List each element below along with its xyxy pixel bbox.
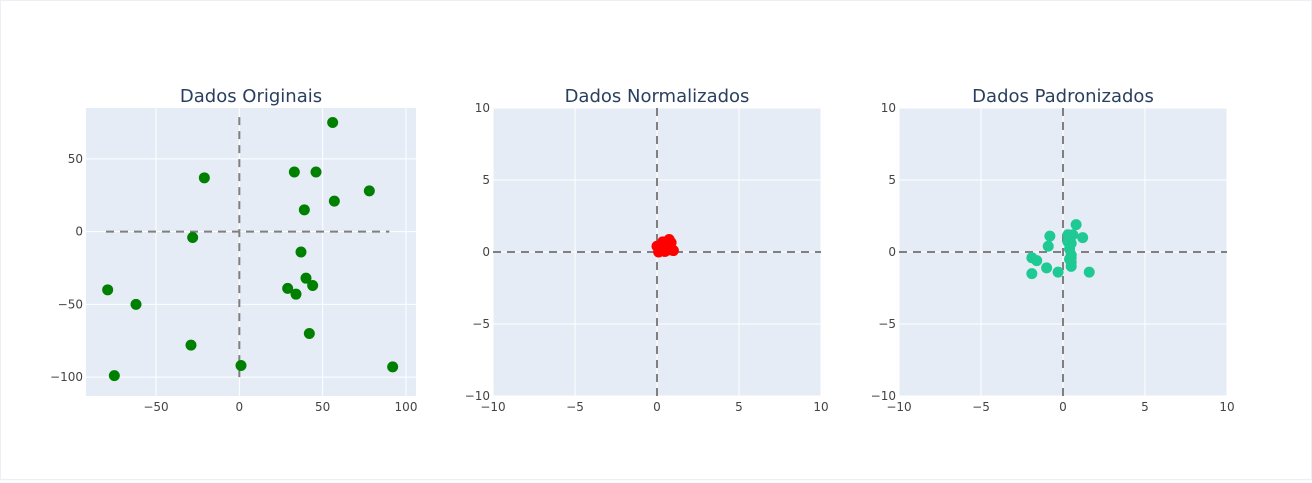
data-point <box>288 166 300 178</box>
y-tick-label: 0 <box>75 225 83 239</box>
x-tick-label: −50 <box>143 400 168 414</box>
x-tick-label: 5 <box>735 400 743 414</box>
x-tick-label: 0 <box>653 400 661 414</box>
x-tick-label: 100 <box>395 400 418 414</box>
chart-title: Dados Normalizados <box>565 86 750 107</box>
data-point <box>328 195 340 207</box>
data-point <box>1042 240 1054 252</box>
y-tick-label: −100 <box>50 370 83 384</box>
data-point <box>108 370 120 382</box>
chart-standardized: −10 −5 0 5 10 −10 −5 0 5 10 Dados Padronizados <box>871 86 1235 414</box>
data-point <box>310 166 322 178</box>
chart-original: −50 0 50 100 −100 −50 0 50 Dados Originais <box>50 86 417 414</box>
y-tick-label: 0 <box>888 245 896 259</box>
data-point <box>298 204 310 216</box>
data-point <box>290 288 302 300</box>
data-point <box>1062 236 1074 248</box>
data-point <box>1083 266 1095 278</box>
y-tick-label: 50 <box>68 152 83 166</box>
x-tick-label: 0 <box>236 400 244 414</box>
data-point <box>387 361 399 373</box>
y-tick-label: −5 <box>472 317 490 331</box>
x-tick-label: 5 <box>1141 400 1149 414</box>
data-point <box>1065 252 1077 264</box>
data-point <box>187 231 199 243</box>
chart-title: Dados Padronizados <box>972 86 1154 107</box>
chart-normalized: −10 −5 0 5 10 −10 −5 0 5 10 Dados Normalizados <box>465 86 829 414</box>
data-point <box>667 245 679 257</box>
y-tick-label: 0 <box>482 245 490 259</box>
x-tick-label: 10 <box>1219 400 1234 414</box>
data-point <box>282 282 294 294</box>
x-tick-label: 0 <box>1059 400 1067 414</box>
x-tick-label: −10 <box>480 400 505 414</box>
x-tick-label: 50 <box>315 400 330 414</box>
data-point <box>327 117 339 129</box>
data-point <box>300 272 312 284</box>
y-tick-label: 10 <box>881 101 896 115</box>
data-point <box>1077 232 1089 244</box>
data-point <box>303 327 315 339</box>
y-tick-label: 10 <box>475 101 490 115</box>
x-tick-label: −5 <box>566 400 584 414</box>
data-point <box>1041 262 1053 274</box>
plot-background <box>86 108 416 396</box>
x-tick-label: −5 <box>972 400 990 414</box>
y-tick-label: −10 <box>465 389 490 403</box>
y-tick-label: 5 <box>482 173 490 187</box>
x-tick-label: −10 <box>886 400 911 414</box>
data-point <box>1026 268 1038 280</box>
y-tick-label: −10 <box>871 389 896 403</box>
data-point <box>1031 255 1043 267</box>
data-point <box>102 284 114 296</box>
data-point <box>363 185 375 197</box>
chart-title: Dados Originais <box>180 86 322 107</box>
data-point <box>307 279 319 291</box>
data-point <box>1070 219 1082 231</box>
data-point <box>295 246 307 258</box>
x-tick-label: 10 <box>813 400 828 414</box>
data-point <box>1065 260 1077 272</box>
data-point <box>198 172 210 184</box>
y-tick-label: 5 <box>888 173 896 187</box>
data-point <box>1044 230 1056 242</box>
y-tick-label: −5 <box>878 317 896 331</box>
data-point <box>235 359 247 371</box>
data-point <box>130 298 142 310</box>
data-point <box>185 339 197 351</box>
y-tick-label: −50 <box>58 297 83 311</box>
data-point <box>1052 266 1064 278</box>
